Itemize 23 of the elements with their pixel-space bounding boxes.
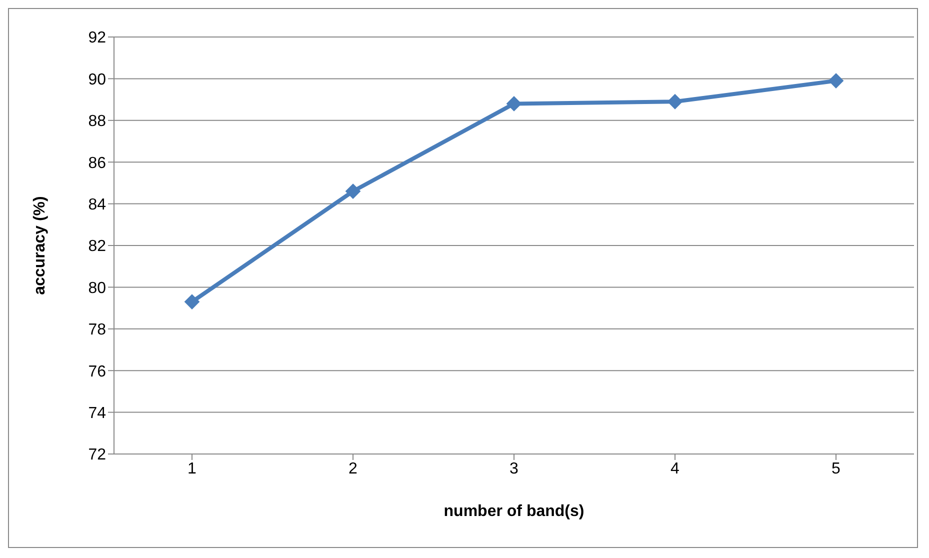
y-tick-label: 86 [88, 154, 106, 172]
x-tick-label: 4 [670, 460, 680, 478]
x-axis-title: number of band(s) [444, 503, 584, 520]
y-tick-label: 80 [88, 280, 106, 297]
point [506, 96, 522, 112]
x-tick-label: 5 [832, 460, 841, 478]
y-tick-label: 74 [88, 404, 106, 422]
y-tick-label: 82 [88, 238, 106, 256]
y-tick-label: 76 [88, 363, 106, 380]
y-tick-label: 92 [88, 30, 106, 47]
point [346, 184, 360, 199]
point [184, 294, 200, 310]
y-axis-title: accuracy (%) [32, 196, 49, 295]
point [668, 94, 682, 110]
y-tick-label: 78 [88, 322, 106, 339]
point [828, 73, 844, 88]
x-tick-label: 3 [510, 460, 519, 478]
y-tick-label: 88 [88, 113, 106, 130]
y-tick-label: 72 [88, 446, 106, 464]
x-tick-label: 2 [348, 460, 358, 478]
y-tick-label: 84 [88, 196, 106, 214]
y-tick-label: 90 [88, 71, 106, 88]
x-tick-label: 1 [188, 460, 197, 478]
